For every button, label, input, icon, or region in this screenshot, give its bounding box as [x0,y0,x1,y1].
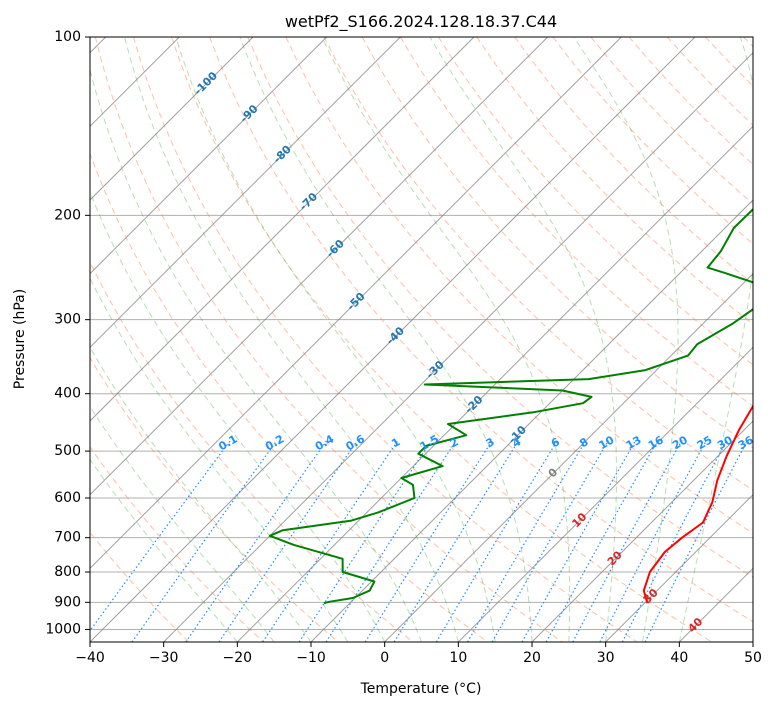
y-axis-label: Pressure (hPa) [12,289,28,389]
x-tick-label: −40 [75,650,105,666]
plot-frame [89,36,754,643]
mixing-ratio-line [393,440,520,642]
moist-adiabat [90,405,275,642]
mixing-ratio-line [545,440,659,642]
x-tick-label: −20 [223,650,253,666]
isotherm-line [90,37,254,201]
x-tick-label: 0 [380,650,389,666]
mixing-ratio-line [185,440,328,642]
dewpoint-profile [268,207,753,605]
isotherm-line [384,272,753,642]
mixing-ratio-line [572,440,683,642]
y-tick-label: 800 [54,564,81,580]
dry-adiabat [476,37,753,325]
y-tick-label: 400 [54,386,81,402]
mixing-ratio-line [325,440,457,642]
mixing-ratio-line [491,440,609,642]
y-tick-label: 300 [54,312,81,328]
dry-adiabat [247,37,753,578]
mixing-ratio-line [364,440,493,642]
y-tick-label: 200 [54,207,81,223]
moist-adiabat [678,37,753,642]
x-axis-label: Temperature (°C) [360,681,482,697]
y-tick-label: 900 [54,594,81,610]
dry-adiabat [132,37,638,642]
y-tick-label: 700 [54,530,81,546]
mixing-ratio-line [435,440,558,642]
mixing-ratio-line [521,440,637,642]
isotherm-line [163,51,753,642]
moist-adiabat [573,37,679,642]
moist-adiabat [90,458,238,642]
isotherm-line [236,125,753,642]
isotherm-line [90,37,475,422]
y-tick-label: 500 [54,443,81,459]
dry-adiabat [90,152,488,642]
y-tick-label: 100 [54,29,81,45]
x-tick-label: 50 [744,650,762,666]
mixing-ratio-line [90,440,231,632]
dry-adiabat [437,37,753,366]
moist-adiabat [124,37,459,642]
y-tick-label: 1000 [45,621,81,637]
isotherm-line [310,199,753,642]
dry-adiabat [323,37,753,491]
dry-adiabat [94,37,563,642]
x-tick-label: 30 [597,650,615,666]
chart-title: wetPf2_S166.2024.128.18.37.C44 [285,12,557,32]
moist-adiabat [175,37,496,642]
x-tick-label: 40 [670,650,688,666]
dry-adiabat [90,356,339,642]
mixing-ratio-line [644,440,748,642]
isotherm-line [531,420,753,642]
isotherm-line [752,641,753,642]
temperature-profile [642,404,753,604]
isotherm-line [90,37,696,642]
series-layer [268,207,753,605]
axes: −40 −30 −20 −10 0 10 20 30 40 50 100 200 300 400 500 60… [45,29,762,666]
mixing-ratio-line [466,440,587,642]
moist-adiabat [239,37,533,642]
background-lines [90,37,753,642]
isotherm-line [90,37,622,570]
mixing-ratio-line [298,440,432,642]
isotherm-line [90,37,328,275]
x-tick-label: 20 [523,650,541,666]
x-tick-label: −10 [296,650,326,666]
moist-adiabat [90,67,422,642]
y-tick-label: 600 [54,490,81,506]
dry-adiabat [90,446,264,642]
mixing-ratio-line [262,440,399,642]
isotherm-line [457,346,753,642]
dry-adiabat [209,37,753,623]
x-tick-label: −30 [149,650,179,666]
isotherm-line [90,37,549,496]
isotherm-line [90,37,401,349]
mixing-ratio-line [131,440,278,642]
plot-area [90,37,753,642]
moist-adiabat [321,37,571,642]
x-tick-label: 10 [449,650,467,666]
moist-adiabat [90,190,386,642]
moist-adiabat [90,277,349,642]
dry-adiabat [285,37,753,535]
moist-adiabat [429,37,617,642]
isotherm-line [605,493,753,642]
